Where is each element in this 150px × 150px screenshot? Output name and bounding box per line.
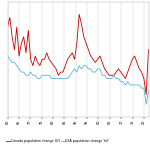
- Canada population change YoY: [94, 61, 96, 63]
- Canada population change YoY: [7, 26, 8, 28]
- Canada population change YoY: [148, 49, 149, 51]
- USA population change YoY: [92, 71, 94, 73]
- USA population change YoY: [34, 74, 36, 76]
- Line: Canada population change YoY: Canada population change YoY: [8, 14, 148, 95]
- USA population change YoY: [18, 68, 20, 70]
- USA population change YoY: [76, 71, 78, 73]
- Canada population change YoY: [76, 42, 78, 44]
- Canada population change YoY: [34, 55, 36, 57]
- Canada population change YoY: [44, 58, 45, 60]
- USA population change YoY: [145, 103, 147, 105]
- USA population change YoY: [129, 84, 131, 86]
- Canada population change YoY: [78, 14, 80, 15]
- USA population change YoY: [148, 90, 149, 92]
- Legend: Canada population change YoY, USA population change YoY: Canada population change YoY, USA popula…: [6, 139, 109, 143]
- Canada population change YoY: [131, 58, 133, 60]
- USA population change YoY: [44, 74, 45, 76]
- Canada population change YoY: [145, 94, 147, 95]
- Canada population change YoY: [18, 55, 20, 57]
- USA population change YoY: [7, 55, 8, 57]
- Line: USA population change YoY: USA population change YoY: [8, 56, 148, 104]
